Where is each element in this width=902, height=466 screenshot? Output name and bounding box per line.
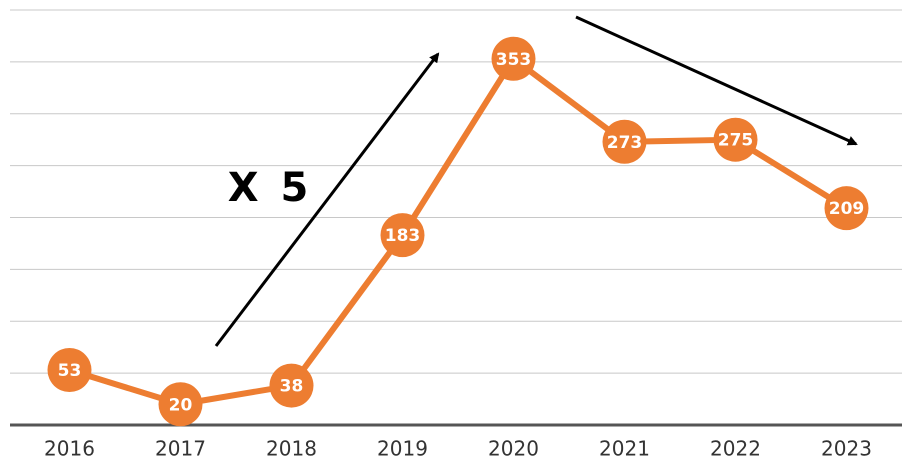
point bbox=[824, 186, 869, 231]
annotation: X 5 bbox=[228, 165, 313, 211]
point bbox=[380, 213, 425, 258]
x-tick-label: 2020 bbox=[488, 437, 539, 461]
point bbox=[47, 348, 92, 393]
point bbox=[269, 363, 314, 408]
x-tick-label: 2023 bbox=[821, 437, 872, 461]
x-tick-label: 2018 bbox=[266, 437, 317, 461]
x-tick-label: 2017 bbox=[155, 437, 206, 461]
x-tick-label: 2019 bbox=[377, 437, 428, 461]
point bbox=[713, 117, 758, 162]
point bbox=[491, 36, 536, 81]
series-line bbox=[68, 55, 849, 408]
x-tick-label: 2022 bbox=[710, 437, 761, 461]
x-tick-label: 2016 bbox=[44, 437, 95, 461]
data-label: 20 bbox=[169, 395, 193, 415]
data-label: 209 bbox=[829, 199, 865, 219]
data-label: 275 bbox=[718, 131, 754, 151]
data-label: 353 bbox=[496, 50, 532, 70]
data-label: 273 bbox=[607, 133, 643, 153]
x-tick-label: 2021 bbox=[599, 437, 650, 461]
data-label: 53 bbox=[58, 361, 82, 381]
data-label: 183 bbox=[385, 226, 421, 246]
arrow-up bbox=[214, 52, 440, 347]
data-label: 38 bbox=[280, 377, 304, 397]
point bbox=[602, 119, 647, 164]
point bbox=[158, 382, 203, 427]
arrow-down bbox=[575, 15, 858, 146]
